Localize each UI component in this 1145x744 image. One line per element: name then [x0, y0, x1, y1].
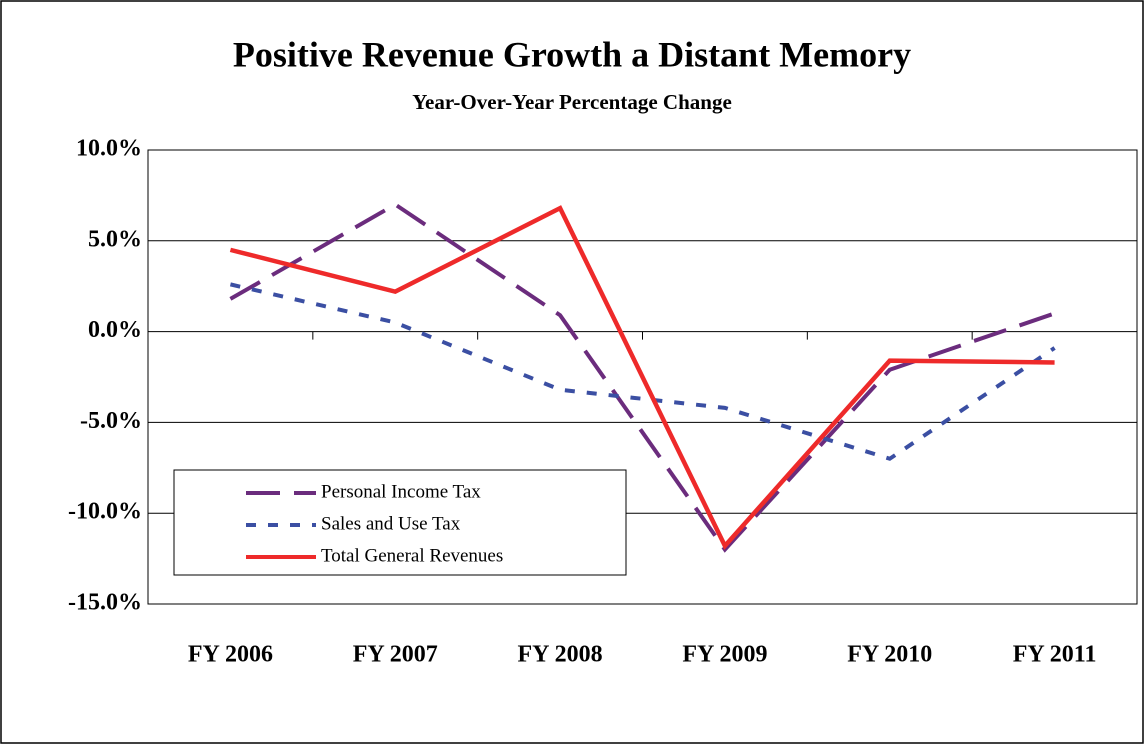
x-tick-label: FY 2006: [188, 642, 273, 668]
x-tick-label: FY 2007: [353, 642, 438, 668]
y-tick-label: -10.0%: [68, 499, 142, 525]
y-tick-label: 10.0%: [76, 136, 142, 162]
series-line: [229, 202, 1056, 553]
series-line: [229, 205, 1055, 550]
x-tick-label: FY 2009: [682, 642, 767, 668]
series-line: [229, 282, 1056, 461]
y-tick-label: -15.0%: [68, 590, 142, 616]
legend-label: Sales and Use Tax: [321, 513, 461, 534]
y-tick-label: 0.0%: [88, 317, 142, 343]
legend-label: Total General Revenues: [321, 545, 503, 566]
y-tick-label: -5.0%: [80, 408, 142, 434]
chart-subtitle: Year-Over-Year Percentage Change: [412, 90, 732, 114]
x-tick-label: FY 2010: [847, 642, 932, 668]
y-tick-label: 5.0%: [88, 226, 142, 252]
x-tick-label: FY 2011: [1013, 642, 1097, 668]
x-tick-label: FY 2008: [518, 642, 603, 668]
legend-label: Personal Income Tax: [321, 481, 481, 502]
chart-title: Positive Revenue Growth a Distant Memory: [233, 34, 911, 74]
